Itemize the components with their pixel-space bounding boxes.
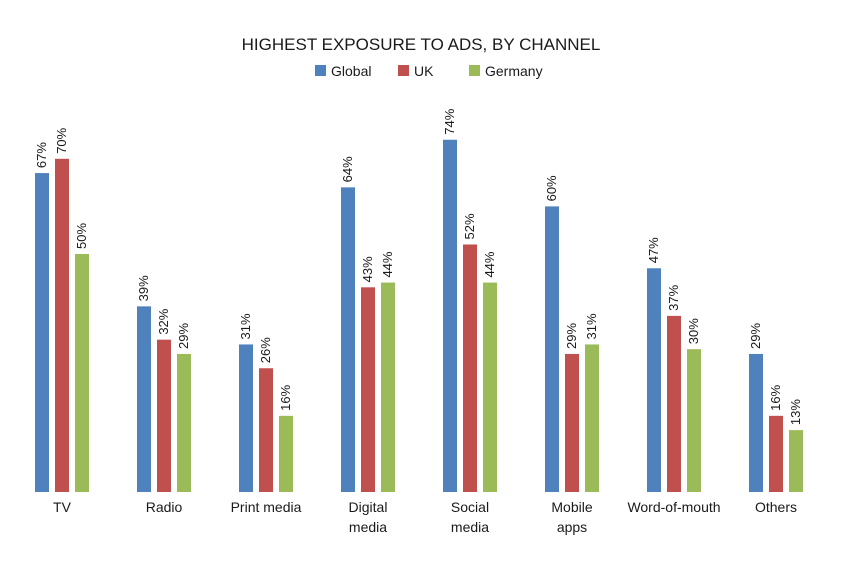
bar-global-1 bbox=[137, 306, 151, 492]
category-label-4-line-0: Social bbox=[451, 499, 489, 515]
value-label-uk-6: 37% bbox=[666, 284, 681, 310]
legend-swatch-germany bbox=[469, 65, 480, 76]
legend-label-global: Global bbox=[331, 63, 371, 79]
category-label-1-line-0: Radio bbox=[146, 499, 183, 515]
bar-global-5 bbox=[545, 206, 559, 492]
category-label-3-line-1: media bbox=[349, 519, 387, 535]
value-label-uk-1: 32% bbox=[156, 308, 171, 334]
category-label-6-line-0: Word-of-mouth bbox=[627, 499, 720, 515]
legend-swatch-uk bbox=[398, 65, 409, 76]
bar-global-7 bbox=[749, 353, 763, 492]
legend-label-germany: Germany bbox=[485, 63, 543, 79]
chart-title: HIGHEST EXPOSURE TO ADS, BY CHANNEL bbox=[242, 35, 601, 54]
value-label-uk-0: 70% bbox=[54, 127, 69, 153]
bar-uk-1 bbox=[157, 339, 171, 492]
value-label-germany-2: 16% bbox=[278, 384, 293, 410]
value-label-global-7: 29% bbox=[748, 323, 763, 349]
category-label-5-line-1: apps bbox=[557, 519, 587, 535]
value-label-global-6: 47% bbox=[646, 237, 661, 263]
category-label-4-line-1: media bbox=[451, 519, 489, 535]
value-label-global-5: 60% bbox=[544, 175, 559, 201]
bar-global-3 bbox=[341, 187, 355, 493]
value-label-global-0: 67% bbox=[34, 142, 49, 168]
value-label-germany-6: 30% bbox=[686, 318, 701, 344]
category-label-3-line-0: Digital bbox=[349, 499, 388, 515]
bar-germany-1 bbox=[177, 353, 191, 492]
bars-group bbox=[35, 139, 803, 493]
value-label-uk-5: 29% bbox=[564, 323, 579, 349]
bar-uk-2 bbox=[259, 368, 273, 492]
bar-uk-3 bbox=[361, 287, 375, 492]
value-label-germany-5: 31% bbox=[584, 313, 599, 339]
value-label-germany-1: 29% bbox=[176, 323, 191, 349]
bar-germany-0 bbox=[75, 254, 89, 492]
category-labels-group: TV Radio Print media Digital media Social medi… bbox=[53, 499, 797, 535]
bar-germany-6 bbox=[687, 349, 701, 492]
value-label-germany-0: 50% bbox=[74, 223, 89, 249]
category-label-5-line-0: Mobile bbox=[551, 499, 592, 515]
bar-global-4 bbox=[443, 139, 457, 492]
bar-germany-5 bbox=[585, 344, 599, 492]
bar-germany-4 bbox=[483, 282, 497, 492]
bar-germany-2 bbox=[279, 415, 293, 492]
legend-label-uk: UK bbox=[414, 63, 434, 79]
value-label-germany-7: 13% bbox=[788, 399, 803, 425]
value-label-global-1: 39% bbox=[136, 275, 151, 301]
legend: Global UK Germany bbox=[315, 63, 543, 79]
value-label-global-3: 64% bbox=[340, 156, 355, 182]
category-label-2-line-0: Print media bbox=[231, 499, 302, 515]
value-label-uk-2: 26% bbox=[258, 337, 273, 363]
bar-uk-0 bbox=[55, 158, 69, 493]
value-label-uk-3: 43% bbox=[360, 256, 375, 282]
value-label-uk-7: 16% bbox=[768, 384, 783, 410]
bar-global-6 bbox=[647, 268, 661, 492]
value-label-uk-4: 52% bbox=[462, 213, 477, 239]
value-label-global-4: 74% bbox=[442, 108, 457, 134]
category-label-0-line-0: TV bbox=[53, 499, 72, 515]
bar-uk-6 bbox=[667, 315, 681, 492]
bar-germany-3 bbox=[381, 282, 395, 492]
value-label-germany-3: 44% bbox=[380, 251, 395, 277]
value-labels-group: 67% 70% 50% 39% 32% 29% 31% 26% 16% 64% 43% 44% 74% 5… bbox=[34, 108, 803, 425]
bar-uk-5 bbox=[565, 353, 579, 492]
bar-global-2 bbox=[239, 344, 253, 492]
value-label-global-2: 31% bbox=[238, 313, 253, 339]
bar-global-0 bbox=[35, 173, 49, 492]
category-label-7-line-0: Others bbox=[755, 499, 797, 515]
bar-uk-4 bbox=[463, 244, 477, 492]
value-label-germany-4: 44% bbox=[482, 251, 497, 277]
bar-germany-7 bbox=[789, 430, 803, 492]
bar-uk-7 bbox=[769, 415, 783, 492]
legend-swatch-global bbox=[315, 65, 326, 76]
